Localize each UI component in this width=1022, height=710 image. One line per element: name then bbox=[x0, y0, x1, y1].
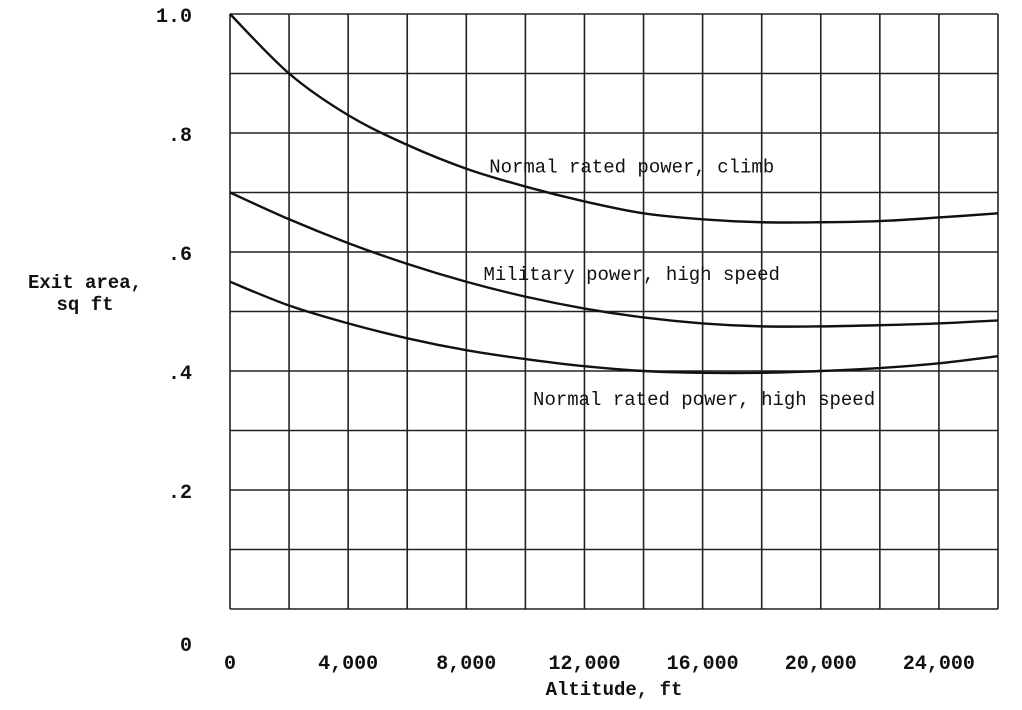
y-tick-label: .2 bbox=[168, 482, 192, 505]
series-labels: Normal rated power, climb Military power,… bbox=[483, 157, 875, 411]
x-tick-label: 12,000 bbox=[548, 653, 620, 676]
y-tick-label: .8 bbox=[168, 125, 192, 148]
y-tick-labels: 0 .2 .4 .6 .8 1.0 bbox=[156, 6, 192, 658]
series-line-1 bbox=[229, 13, 999, 224]
x-axis-label: Altitude, ft bbox=[546, 679, 683, 701]
y-tick-label: 0 bbox=[180, 635, 192, 658]
x-tick-label: 8,000 bbox=[436, 653, 496, 676]
x-tick-label: 20,000 bbox=[785, 653, 857, 676]
x-tick-label: 4,000 bbox=[318, 653, 378, 676]
series-curves bbox=[229, 13, 999, 375]
x-tick-labels: 0 4,000 8,000 12,000 16,000 20,000 24,000 bbox=[224, 653, 975, 676]
series-label-2: Military power, high speed bbox=[483, 264, 779, 286]
grid bbox=[229, 13, 999, 610]
y-tick-label: .6 bbox=[168, 244, 192, 267]
y-axis-label-line1: Exit area, bbox=[28, 272, 142, 294]
y-axis-label-line2: sq ft bbox=[56, 294, 113, 316]
y-tick-label: 1.0 bbox=[156, 6, 192, 29]
x-tick-label: 0 bbox=[224, 653, 236, 676]
x-tick-label: 16,000 bbox=[667, 653, 739, 676]
series-label-1: Normal rated power, climb bbox=[489, 157, 774, 179]
series-label-3: Normal rated power, high speed bbox=[533, 389, 875, 411]
x-tick-label: 24,000 bbox=[903, 653, 975, 676]
series-line-3 bbox=[229, 280, 999, 375]
y-tick-label: .4 bbox=[168, 363, 192, 386]
series-line-2 bbox=[229, 191, 999, 328]
